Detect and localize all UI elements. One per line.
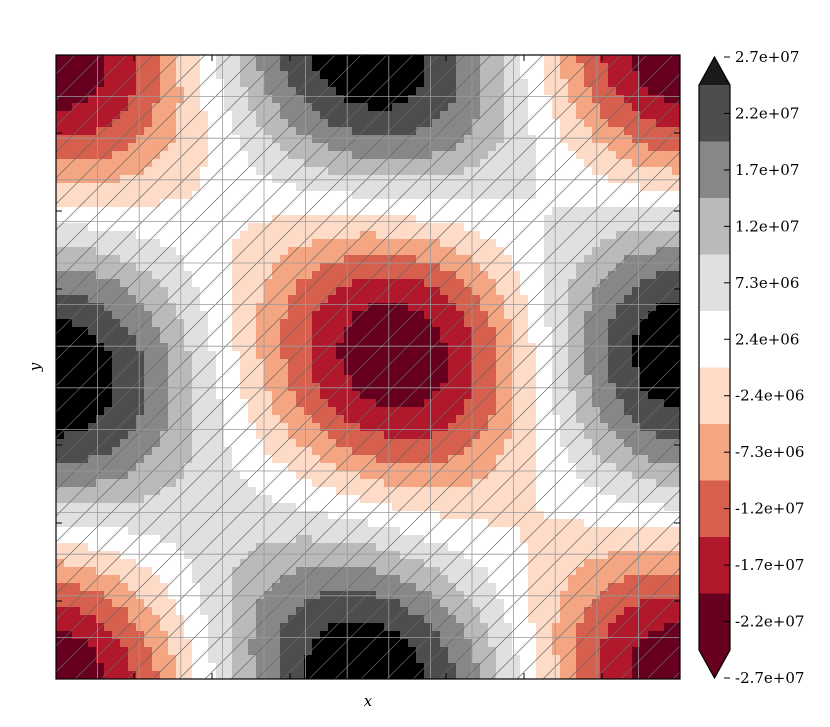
contour-plot-area <box>56 55 680 679</box>
